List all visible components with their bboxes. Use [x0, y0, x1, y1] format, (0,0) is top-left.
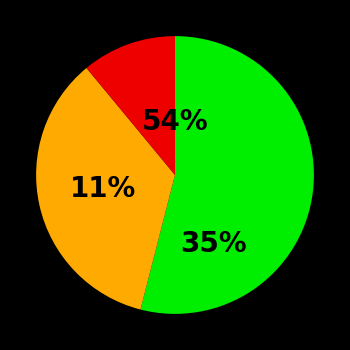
Text: 11%: 11% [70, 175, 136, 203]
Text: 35%: 35% [181, 230, 247, 258]
Wedge shape [86, 36, 175, 175]
Wedge shape [36, 68, 175, 309]
Wedge shape [140, 36, 314, 314]
Text: 54%: 54% [142, 108, 208, 136]
